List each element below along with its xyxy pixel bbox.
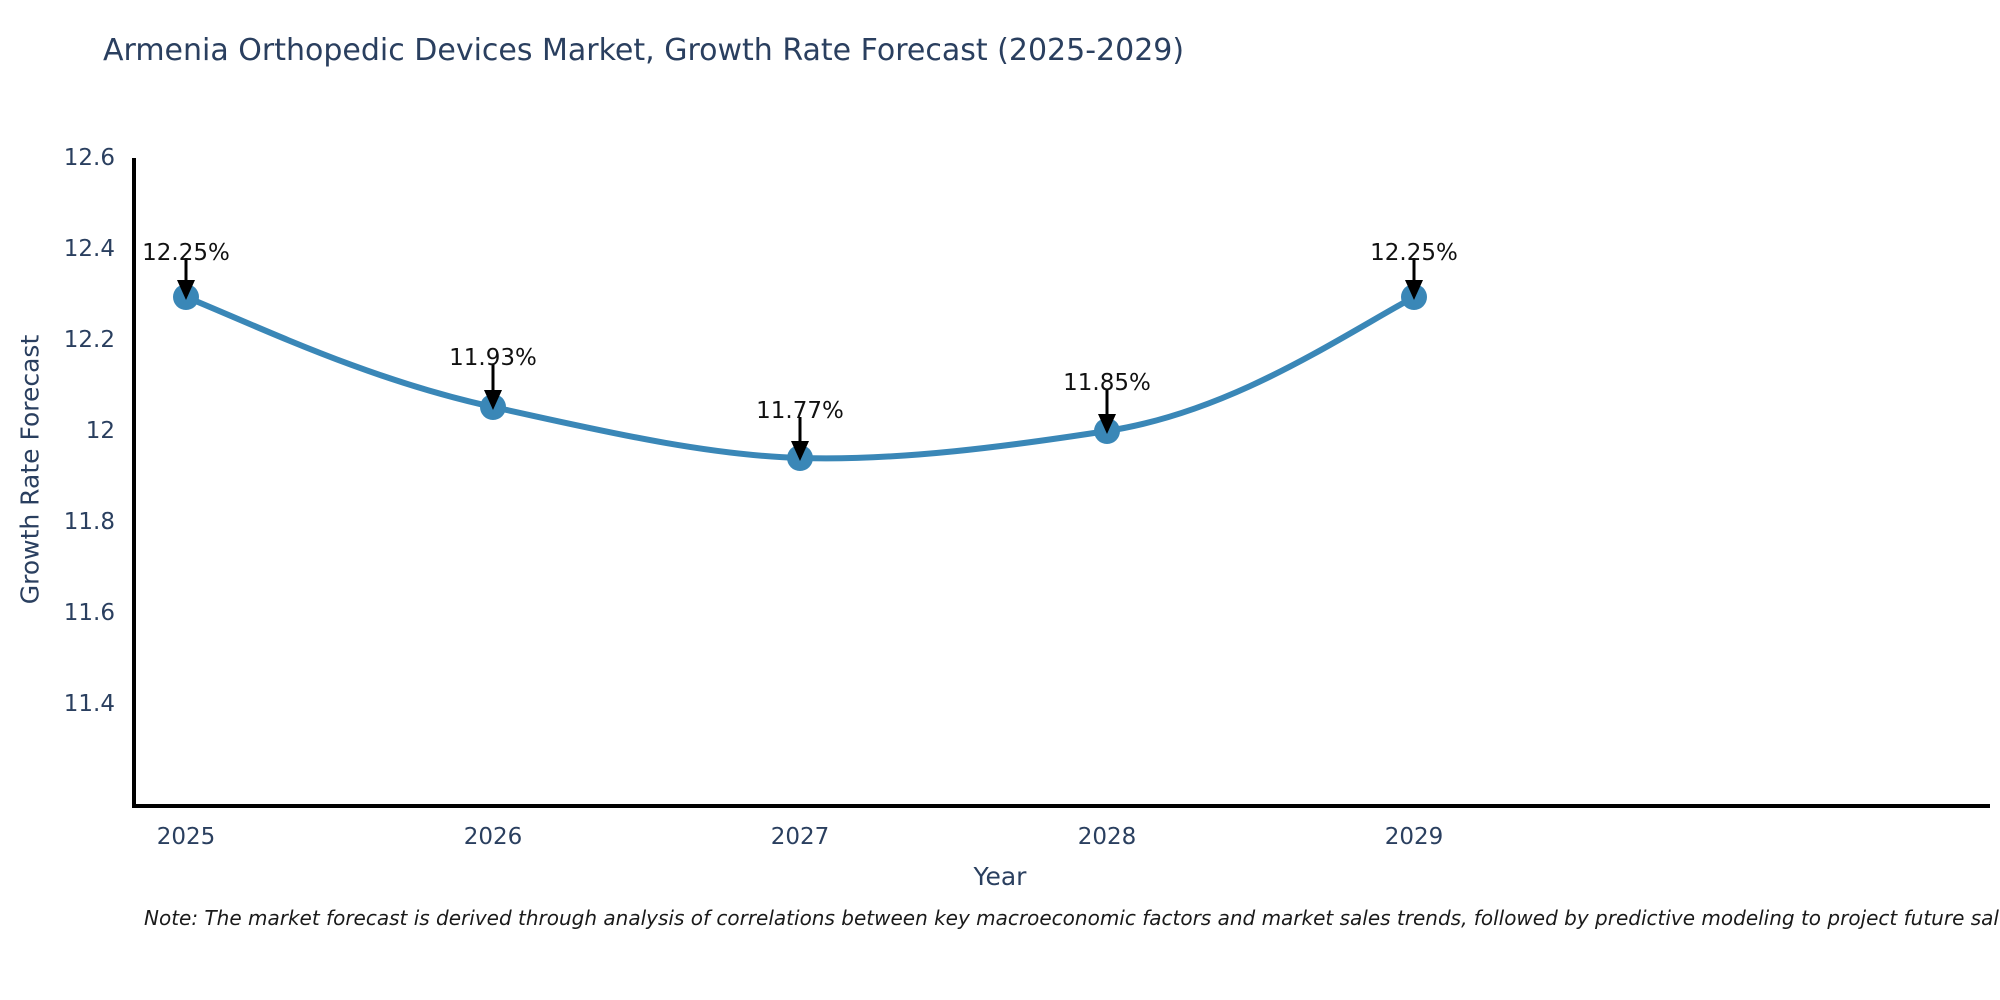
data-point-label: 11.77% — [756, 398, 844, 424]
footnote-text: Note: The market forecast is derived thr… — [144, 906, 1999, 930]
x-axis-title: Year — [973, 862, 1027, 891]
annotation-arrow — [791, 417, 809, 461]
y-tick-label: 11.4 — [63, 691, 115, 717]
data-point-label: 11.85% — [1063, 370, 1151, 396]
annotation-arrow — [177, 258, 195, 300]
x-tick-label: 2026 — [463, 824, 523, 850]
x-tick-label: 2029 — [1384, 824, 1444, 850]
annotation-arrow — [484, 364, 502, 410]
x-tick-label: 2027 — [770, 824, 830, 850]
y-tick-label: 11.8 — [63, 509, 115, 535]
data-point-label: 11.93% — [449, 345, 537, 371]
annotation-arrow — [1098, 389, 1116, 434]
annotation-arrow — [1405, 258, 1423, 300]
y-axis-title: Growth Rate Forecast — [15, 334, 45, 605]
y-tick-label: 12.6 — [63, 145, 115, 171]
data-point-label: 12.25% — [1370, 240, 1458, 266]
y-tick-label: 11.6 — [63, 600, 115, 626]
data-point-label: 12.25% — [142, 240, 230, 266]
y-tick-label: 12 — [85, 418, 115, 444]
x-tick-label: 2028 — [1077, 824, 1137, 850]
y-tick-label: 12.4 — [63, 236, 115, 262]
x-tick-label: 2025 — [156, 824, 216, 850]
page-title: Armenia Orthopedic Devices Market, Growt… — [103, 33, 1185, 68]
y-tick-label: 12.2 — [63, 327, 115, 353]
